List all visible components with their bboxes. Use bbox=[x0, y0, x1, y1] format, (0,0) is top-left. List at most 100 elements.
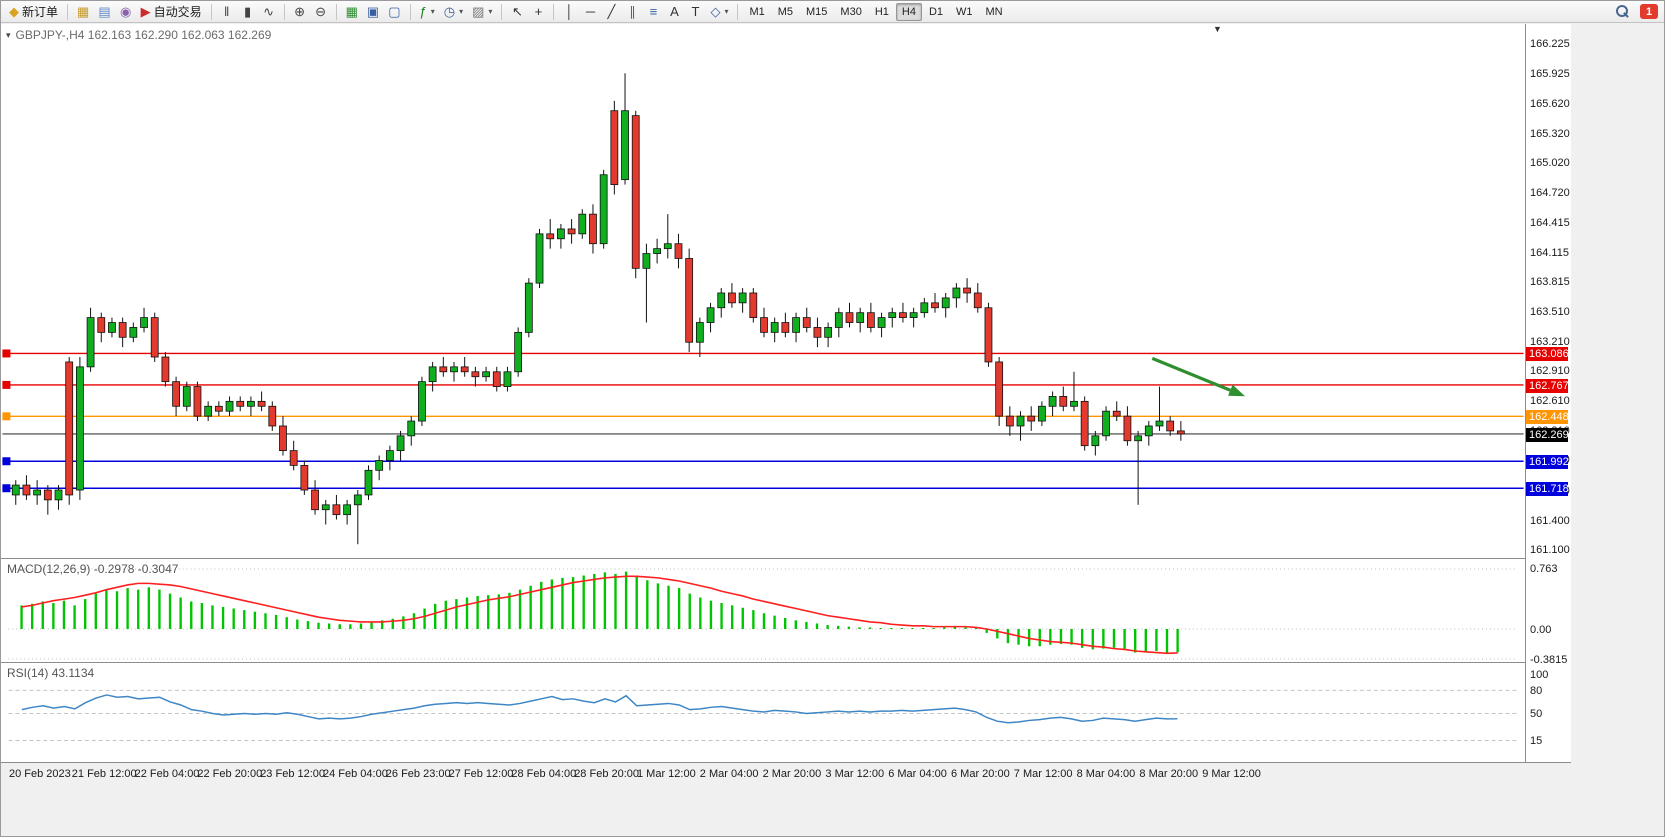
candle bbox=[108, 322, 116, 333]
candle bbox=[931, 302, 939, 309]
bar-chart-button[interactable]: ‖ bbox=[217, 2, 237, 22]
toolbar-separator bbox=[335, 3, 337, 20]
timeframe-mn-button[interactable]: MN bbox=[985, 5, 1003, 18]
resistance-line-1-anchor[interactable] bbox=[2, 349, 11, 358]
cursor-button[interactable]: ↖ bbox=[507, 2, 527, 22]
macd-panel[interactable]: MACD(12,26,9) -0.2978 -0.3047 bbox=[1, 559, 1525, 663]
timeframe-m15-button[interactable]: M15 bbox=[806, 5, 828, 18]
candle bbox=[845, 312, 854, 323]
shapes-button[interactable]: ◇ ▾ bbox=[706, 2, 732, 22]
rsi-name-text: RSI(14) bbox=[7, 666, 49, 680]
price-axis-label: 163.210 bbox=[1530, 335, 1570, 348]
rsi-panel[interactable]: RSI(14) 43.1134 bbox=[1, 663, 1525, 763]
toolbar: ◆ 新订单 ▦ ▤ ◉ ▶ 自动交易 ‖ ▮ ∿ ⊕ ⊖ ▦ ▣ ▢ ƒ ▾ ◷ ▾ ▨ ▾ ↖ + │ ─ ╱ ∥ ≡ A T ◇ ▾ M1 M… bbox=[1, 1, 1664, 23]
pivot-line-anchor[interactable] bbox=[2, 412, 11, 421]
templates-button[interactable]: ▨ ▾ bbox=[468, 2, 496, 22]
search-button[interactable] bbox=[1612, 2, 1633, 22]
price-axis[interactable]: 166.225 165.925 165.620 165.320 165.020 164.7… bbox=[1525, 24, 1571, 763]
price-chart-panel[interactable]: ▾ GBPJPY-,H4 162.163 162.290 162.063 162… bbox=[1, 24, 1525, 559]
timeframe-h1-button[interactable]: H1 bbox=[874, 5, 889, 18]
horizontal-line-button[interactable]: ─ bbox=[580, 2, 600, 22]
indicators-button[interactable]: ƒ ▾ bbox=[416, 2, 439, 22]
candle bbox=[920, 302, 929, 314]
candle bbox=[129, 327, 138, 338]
candle bbox=[824, 327, 833, 338]
candle bbox=[899, 312, 907, 319]
candlestick-chart[interactable] bbox=[1, 24, 1525, 558]
text-label-icon: T bbox=[691, 4, 700, 19]
candle bbox=[877, 317, 886, 328]
crosshair-button[interactable]: + bbox=[528, 2, 548, 22]
time-axis-label: 6 Mar 20:00 bbox=[951, 768, 1010, 780]
candle bbox=[1102, 410, 1110, 437]
auto-scroll-button[interactable]: ▣ bbox=[363, 2, 383, 22]
zoom-out-button[interactable]: ⊖ bbox=[311, 2, 331, 22]
timeframe-m30-button[interactable]: M30 bbox=[840, 5, 862, 18]
profiles-button[interactable]: ▤ bbox=[94, 2, 114, 22]
candle bbox=[663, 243, 672, 250]
time-axis-label: 23 Feb 12:00 bbox=[260, 768, 326, 780]
candle bbox=[22, 484, 31, 496]
tile-windows-button[interactable]: ▦ bbox=[342, 2, 362, 22]
alerts-button[interactable]: ◉ bbox=[116, 2, 136, 22]
support-line-2-anchor[interactable] bbox=[2, 484, 11, 493]
trendline-button[interactable]: ╱ bbox=[601, 2, 621, 22]
candle bbox=[621, 110, 629, 181]
support-line-1-anchor[interactable] bbox=[2, 457, 11, 466]
timeframe-d1-button[interactable]: D1 bbox=[928, 5, 944, 18]
label-button[interactable]: T bbox=[685, 2, 705, 22]
candle bbox=[1091, 435, 1100, 447]
candle bbox=[97, 317, 106, 333]
chart-shift-marker[interactable]: ▼ bbox=[1213, 24, 1222, 34]
candle bbox=[375, 460, 384, 471]
fibonacci-button[interactable]: ≡ bbox=[643, 2, 663, 22]
cursor-icon: ↖ bbox=[511, 4, 523, 19]
timeframe-m5-button[interactable]: M5 bbox=[777, 5, 794, 18]
search-icon bbox=[1616, 5, 1629, 18]
chart-symbol-label: GBPJPY-,H4 162.163 162.290 162.063 162.2… bbox=[16, 28, 272, 42]
candle bbox=[279, 425, 287, 452]
timeframe-m1-button[interactable]: M1 bbox=[749, 5, 765, 18]
candle bbox=[557, 228, 565, 240]
chart-shift-button[interactable]: ▢ bbox=[384, 2, 404, 22]
vertical-line-button[interactable]: │ bbox=[559, 2, 579, 22]
timeframe-h4-button[interactable]: H4 bbox=[895, 2, 922, 21]
candle bbox=[749, 292, 758, 319]
notification-badge[interactable]: 1 bbox=[1640, 4, 1658, 19]
candle bbox=[396, 435, 405, 452]
candle bbox=[514, 331, 523, 373]
candle bbox=[385, 450, 394, 461]
channel-button[interactable]: ∥ bbox=[622, 2, 642, 22]
candle bbox=[738, 292, 747, 304]
chart-window-icon: ▦ bbox=[77, 4, 90, 19]
line-chart-button[interactable]: ∿ bbox=[259, 2, 279, 22]
time-axis-label: 24 Feb 04:00 bbox=[323, 768, 388, 780]
candle bbox=[150, 317, 159, 358]
candle bbox=[172, 381, 180, 407]
periods-button[interactable]: ◷ ▾ bbox=[440, 2, 467, 22]
candle bbox=[311, 489, 319, 511]
rsi-axis-label: 100 bbox=[1530, 669, 1549, 681]
auto-trading-button[interactable]: ▶ 自动交易 bbox=[137, 2, 206, 22]
zoom-out-icon: ⊖ bbox=[315, 4, 327, 19]
trend-arrow-annotation[interactable] bbox=[1151, 356, 1246, 397]
candle bbox=[482, 371, 490, 378]
price-axis-label: 163.510 bbox=[1530, 306, 1570, 319]
zoom-in-button[interactable]: ⊕ bbox=[290, 2, 310, 22]
template-icon: ▨ bbox=[472, 4, 485, 19]
sound-icon: ◉ bbox=[119, 4, 132, 19]
candle bbox=[428, 366, 437, 383]
new-order-button[interactable]: ◆ 新订单 bbox=[5, 2, 62, 22]
candle bbox=[760, 317, 768, 333]
text-button[interactable]: A bbox=[664, 2, 684, 22]
candlestick-chart-button[interactable]: ▮ bbox=[238, 2, 258, 22]
macd-axis-label: 0.763 bbox=[1530, 563, 1558, 576]
time-axis[interactable]: 20 Feb 2023 21 Feb 12:00 22 Feb 04:00 22 Fe… bbox=[1, 763, 1571, 787]
resistance-line-2-anchor[interactable] bbox=[2, 380, 11, 389]
charts-button[interactable]: ▦ bbox=[73, 2, 93, 22]
one-click-trading-toggle[interactable]: ▾ bbox=[6, 29, 11, 40]
timeframe-w1-button[interactable]: W1 bbox=[956, 5, 973, 18]
zoom-in-icon: ⊕ bbox=[294, 4, 306, 19]
time-axis-label: 3 Mar 12:00 bbox=[825, 768, 885, 780]
candle bbox=[343, 504, 352, 516]
